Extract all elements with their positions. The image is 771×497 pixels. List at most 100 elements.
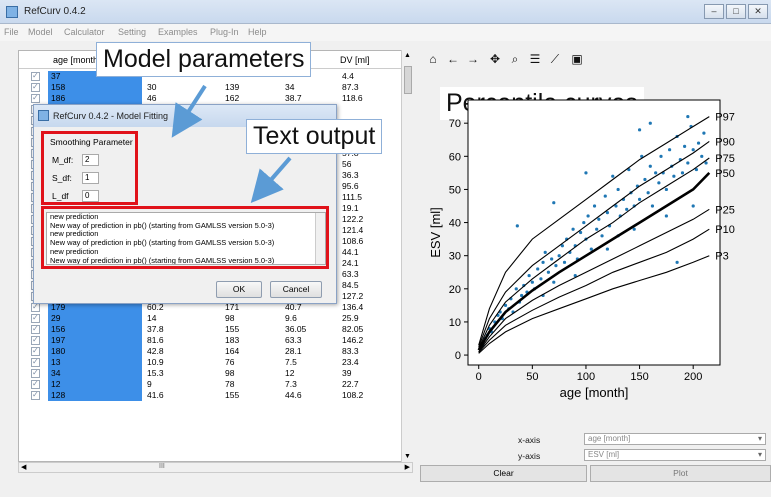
back-arrow-icon[interactable]: ← [447,52,459,66]
table-cell[interactable]: 118.6 [342,93,363,103]
table-cell[interactable]: 156 [48,324,142,335]
table-cell[interactable]: 63.3 [285,335,302,345]
table-cell[interactable]: 29 [48,313,142,324]
menu-help[interactable]: Help [248,27,267,37]
table-horizontal-scrollbar[interactable]: ◀ III ▶ [18,462,413,473]
l-df-input[interactable]: 0 [82,190,99,202]
table-cell[interactable]: 46 [147,93,157,103]
table-cell[interactable]: 9 [147,379,152,389]
edit-axis-icon[interactable]: ⟋ [550,52,560,66]
table-cell[interactable]: 24.1 [342,258,359,268]
table-cell[interactable]: 63.3 [342,269,359,279]
table-cell[interactable]: 127.2 [342,291,364,301]
table-cell[interactable]: 155 [225,390,240,400]
table-row[interactable]: 186 46 162 38.7 118.6 [19,92,404,104]
table-cell[interactable]: 183 [225,335,240,345]
s-df-input[interactable]: 1 [82,172,99,184]
pan-icon[interactable]: ✥ [489,52,501,66]
table-cell[interactable]: 12 [285,368,295,378]
table-cell[interactable]: 30 [147,82,157,92]
table-row[interactable]: 180 42.8 164 28.1 83.3 [19,345,404,357]
table-cell[interactable]: 37 [48,71,142,82]
table-cell[interactable]: 179 [48,302,142,313]
menu-plugin[interactable]: Plug-In [210,27,239,37]
table-cell[interactable]: 37.8 [147,324,164,334]
table-cell[interactable]: 13 [48,357,142,368]
scroll-thumb[interactable] [404,66,412,94]
table-cell[interactable]: 139 [225,82,240,92]
table-row[interactable]: 156 37.8 155 36.05 82.05 [19,323,404,335]
table-cell[interactable]: 84.5 [342,280,359,290]
table-cell[interactable]: 121.4 [342,225,364,235]
ok-button[interactable]: OK [216,281,262,298]
table-row[interactable]: 128 41.6 155 44.6 108.2 [19,389,404,401]
table-cell[interactable]: 60.2 [147,302,164,312]
menu-setting[interactable]: Setting [118,27,147,37]
maximize-button[interactable]: □ [726,4,746,19]
table-cell[interactable]: 34 [285,82,295,92]
table-cell[interactable]: 39 [342,368,352,378]
table-cell[interactable]: 19.1 [342,203,359,213]
table-cell[interactable]: 40.7 [285,302,302,312]
table-cell[interactable]: 122.2 [342,214,364,224]
table-cell[interactable]: 56 [342,159,352,169]
cancel-button[interactable]: Cancel [270,281,322,298]
table-cell[interactable]: 23.4 [342,357,359,367]
table-cell[interactable]: 83.3 [342,346,359,356]
table-cell[interactable]: 180 [48,346,142,357]
table-cell[interactable]: 128 [48,390,142,401]
table-cell[interactable]: 36.3 [342,170,359,180]
table-cell[interactable]: 164 [225,346,240,356]
table-cell[interactable]: 38.7 [285,93,302,103]
plot-button[interactable]: Plot [590,465,771,482]
table-row[interactable]: 158 30 139 34 87.3 [19,81,404,93]
table-cell[interactable]: 81.6 [147,335,164,345]
table-cell[interactable]: 15.3 [147,368,164,378]
column-header-edv[interactable]: DV [ml] [340,55,370,65]
table-row[interactable]: 197 81.6 183 63.3 146.2 [19,334,404,346]
table-cell[interactable]: 76 [225,357,235,367]
table-cell[interactable]: 108.6 [342,236,364,246]
menu-file[interactable]: File [4,27,19,37]
menu-model[interactable]: Model [28,27,53,37]
table-row[interactable]: 29 14 98 9.6 25.9 [19,312,404,324]
percentile-chart[interactable]: 0 50 100 150 200 0 10 20 30 40 50 60 70 age [month] ES… [422,70,771,426]
table-cell[interactable]: 44.6 [285,390,302,400]
table-cell[interactable]: 7.5 [285,357,297,367]
table-cell[interactable]: 36.05 [285,324,307,334]
table-cell[interactable]: 22.7 [342,379,359,389]
table-cell[interactable]: 34 [48,368,142,379]
table-cell[interactable]: 4.4 [342,71,354,81]
table-cell[interactable]: 186 [48,93,142,104]
row-checkbox[interactable] [31,389,40,400]
table-cell[interactable]: 98 [225,368,235,378]
minimize-button[interactable]: – [704,4,724,19]
zoom-icon[interactable]: ⌕ [511,52,519,66]
table-row[interactable]: 34 15.3 98 12 39 [19,367,404,379]
table-cell[interactable]: 171 [225,302,240,312]
text-output-box[interactable]: new prediction New way of prediction in … [46,212,326,265]
configure-subplots-icon[interactable]: ☰ [529,52,541,66]
table-cell[interactable]: 87.3 [342,82,359,92]
menu-examples[interactable]: Examples [158,27,198,37]
table-cell[interactable]: 197 [48,335,142,346]
table-cell[interactable]: 108.2 [342,390,364,400]
table-cell[interactable]: 9.6 [285,313,297,323]
table-cell[interactable]: 111.5 [342,192,363,202]
forward-arrow-icon[interactable]: → [467,52,479,66]
clear-button[interactable]: Clear [420,465,587,482]
column-header-age[interactable]: age [month [53,55,99,65]
scroll-left-icon[interactable]: ◀ [21,464,27,471]
table-cell[interactable]: 155 [225,324,240,334]
table-cell[interactable]: 14 [147,313,157,323]
table-cell[interactable]: 7.3 [285,379,297,389]
table-cell[interactable]: 95.6 [342,181,359,191]
scroll-up-icon[interactable]: ▲ [404,52,411,59]
home-icon[interactable]: ⌂ [429,52,437,66]
table-cell[interactable]: 10.9 [147,357,164,367]
scroll-down-icon[interactable]: ▼ [404,453,411,460]
table-cell[interactable]: 98 [225,313,235,323]
table-cell[interactable]: 12 [48,379,142,390]
table-cell[interactable]: 42.8 [147,346,164,356]
x-axis-select[interactable]: age [month] ▾ [584,433,766,445]
